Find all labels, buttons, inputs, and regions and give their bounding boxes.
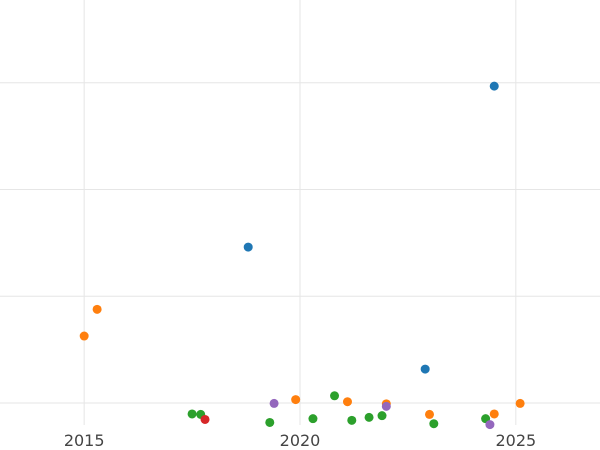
data-point bbox=[342, 397, 352, 407]
data-point bbox=[330, 391, 340, 401]
grid bbox=[0, 0, 600, 425]
data-point bbox=[79, 331, 89, 341]
data-point bbox=[269, 398, 279, 408]
data-points bbox=[79, 81, 525, 430]
x-tick-label: 2020 bbox=[280, 431, 321, 450]
data-point bbox=[429, 419, 439, 429]
x-tick-label: 2025 bbox=[495, 431, 536, 450]
data-point bbox=[485, 420, 495, 430]
data-point bbox=[420, 364, 430, 374]
data-point bbox=[489, 409, 499, 419]
data-point bbox=[364, 412, 374, 422]
x-tick-label: 2015 bbox=[64, 431, 105, 450]
data-point bbox=[308, 414, 318, 424]
data-point bbox=[243, 242, 253, 252]
data-point bbox=[381, 401, 391, 411]
data-point bbox=[200, 414, 210, 424]
x-axis-tick-labels: 2015 2020 2025 bbox=[64, 431, 536, 450]
data-point bbox=[424, 409, 434, 419]
data-point bbox=[377, 411, 387, 421]
data-point bbox=[291, 395, 301, 405]
data-point bbox=[92, 304, 102, 314]
data-point bbox=[187, 409, 197, 419]
data-point bbox=[265, 417, 275, 427]
data-point bbox=[515, 398, 525, 408]
data-point bbox=[489, 81, 499, 91]
data-point bbox=[347, 415, 357, 425]
